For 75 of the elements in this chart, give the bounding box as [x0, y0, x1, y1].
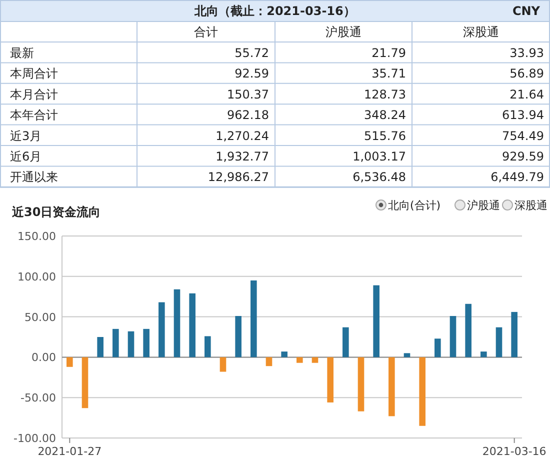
y-tick-label: 100.00 [18, 270, 56, 284]
bar [404, 353, 410, 358]
text: 613.94 [502, 108, 544, 122]
text: 754.49 [502, 128, 544, 143]
text: 33.93 [510, 46, 544, 60]
category-label: 近3月 [10, 128, 42, 143]
category-label: 近6月 [10, 150, 42, 164]
bar [281, 352, 288, 358]
category-label: 开通以来 [10, 170, 58, 184]
bar [235, 316, 242, 358]
chart-title: 近30日资金流向 [11, 205, 101, 219]
bar [327, 357, 334, 402]
bar [250, 280, 257, 358]
y-tick-label: 0.00 [32, 351, 56, 364]
text: 35.71 [372, 66, 406, 81]
bar [266, 357, 272, 366]
y-tick-label: -50.00 [20, 392, 56, 405]
text: 沪股通 [467, 199, 500, 212]
bar [220, 357, 226, 372]
bar [174, 289, 180, 358]
x-tick-label: 2021-03-16 [482, 445, 546, 458]
bar [450, 316, 456, 358]
bar [358, 357, 364, 412]
bar [189, 293, 196, 358]
text: 21.79 [372, 46, 406, 60]
y-tick-label: 50.00 [24, 310, 56, 324]
category-label: 合计 [194, 25, 218, 39]
text: 128.73 [364, 87, 406, 102]
text: 北向(合计) [388, 199, 441, 212]
bar [465, 304, 472, 358]
category-label: 最新 [10, 46, 34, 60]
bar [373, 285, 380, 358]
y-tick-label: -100.00 [14, 432, 56, 445]
bar [312, 357, 318, 363]
bar [66, 357, 73, 367]
text: 12,986.27 [208, 170, 269, 184]
text: 6,536.48 [352, 170, 406, 184]
bar [112, 328, 119, 358]
bar [143, 328, 150, 358]
bar [128, 331, 134, 358]
text: 55.72 [234, 46, 269, 60]
bar [342, 327, 349, 358]
bar [82, 357, 88, 408]
text: CNY [512, 4, 540, 18]
category-label: 沪股通 [326, 25, 362, 39]
bar [511, 312, 518, 358]
y-tick-label: 150.00 [18, 230, 56, 243]
text: 21.64 [510, 87, 544, 102]
bar [419, 357, 426, 426]
category-label: 本年合计 [10, 108, 58, 122]
text: 515.76 [364, 128, 406, 143]
text: 6,449.79 [490, 170, 544, 184]
text: 北向（截止：2021-03-16） [194, 4, 356, 18]
text: 1,270.24 [216, 128, 269, 143]
text: 56.89 [510, 66, 544, 81]
category-label: 本周合计 [10, 66, 58, 81]
x-tick-label: 2021-01-27 [38, 445, 102, 458]
text: 929.59 [502, 150, 544, 164]
text: 1,932.77 [216, 150, 269, 164]
text: 92.59 [234, 66, 269, 81]
text: 150.37 [227, 87, 269, 102]
text: 962.18 [227, 108, 269, 122]
bar [496, 327, 502, 358]
text: 1,003.17 [352, 150, 406, 164]
text: 深股通 [514, 199, 548, 212]
bar [480, 352, 487, 358]
bar [158, 302, 165, 358]
bar [204, 336, 211, 358]
bar [434, 338, 441, 358]
text: 348.24 [364, 108, 406, 122]
bar [97, 337, 104, 358]
category-label: 本月合计 [10, 87, 58, 102]
bar [296, 357, 303, 363]
bar [388, 357, 395, 416]
category-label: 深股通 [463, 25, 499, 39]
